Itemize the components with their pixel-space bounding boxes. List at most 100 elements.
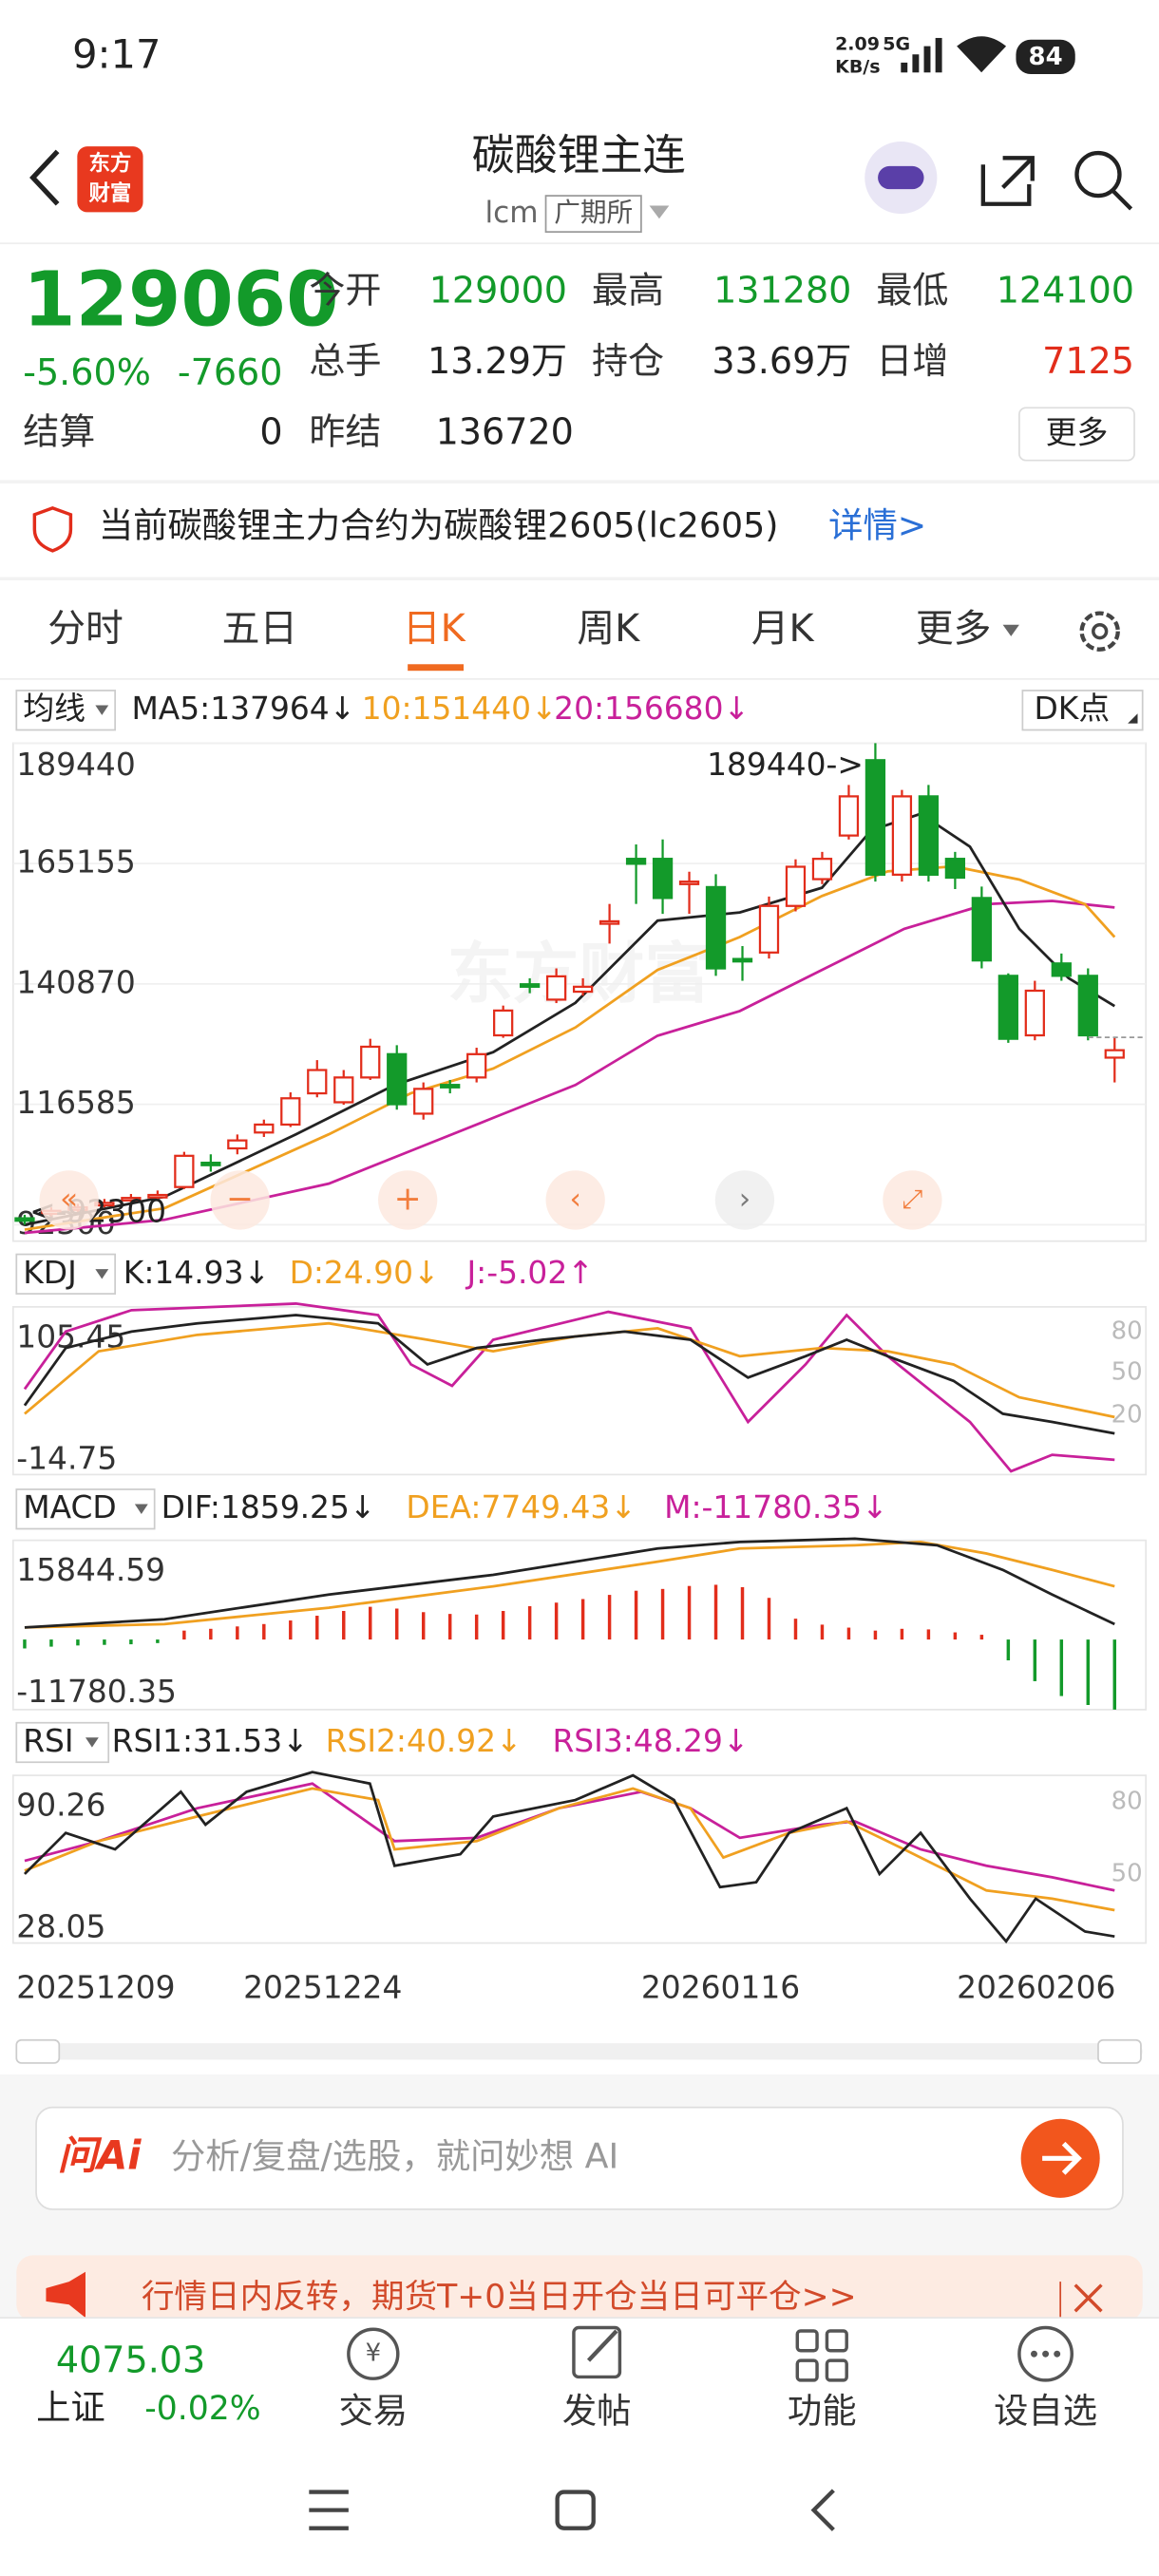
candle-body (1051, 962, 1072, 977)
notice-link[interactable]: 详情> (828, 505, 926, 546)
rsi2-line (24, 1787, 1115, 1912)
scroll-handle[interactable] (1097, 2038, 1142, 2064)
svg-text:⤢: ⤢ (902, 1183, 922, 1214)
back-nav-button[interactable] (810, 2489, 835, 2531)
settings-button[interactable] (1079, 611, 1120, 652)
svg-text:«: « (60, 1182, 78, 1216)
more-button[interactable] (1018, 407, 1135, 462)
home-button[interactable] (555, 2490, 596, 2530)
zoom-out-button[interactable] (210, 1170, 270, 1230)
change: -7660 (178, 351, 283, 393)
nav-label[interactable]: 功能 (788, 2391, 857, 2432)
high-note: 189440-> (707, 746, 864, 783)
dropdown-icon[interactable] (649, 205, 670, 219)
search-button[interactable] (1074, 150, 1122, 199)
post-icon (572, 2325, 622, 2379)
candle-body (200, 1162, 221, 1166)
bottom-nav (0, 2318, 1159, 2450)
field-label: 日增 (876, 340, 948, 382)
nav-label[interactable]: 发帖 (562, 2391, 632, 2432)
change-pct: -5.60% (23, 351, 151, 393)
candle-body (572, 985, 594, 994)
dea-legend: DEA:7749.43↓ (406, 1488, 636, 1525)
tab-underline (408, 664, 464, 672)
zoom-in-button[interactable] (378, 1170, 438, 1230)
ma10-legend: 10:151440↓ (362, 690, 558, 727)
tab[interactable]: 五日 (222, 607, 298, 651)
dk-button[interactable] (1021, 690, 1144, 731)
title: 碳酸锂主连 (472, 129, 686, 180)
banner[interactable] (16, 2255, 1143, 2321)
candle-body (918, 795, 940, 876)
tab[interactable]: 月K (751, 607, 815, 651)
field-value: 124100 (997, 270, 1134, 312)
ai-input[interactable] (35, 2106, 1124, 2210)
net-speed: 2.09 (835, 33, 880, 54)
close-button[interactable] (1074, 2283, 1103, 2313)
nav-label[interactable]: 交易 (338, 2391, 408, 2432)
candle-body (440, 1084, 461, 1089)
ma5-line (24, 812, 1115, 1226)
candle-body (254, 1123, 275, 1134)
share-button[interactable] (980, 156, 1035, 206)
field-value: 13.29万 (428, 340, 567, 382)
prev-button[interactable] (545, 1170, 605, 1230)
rewind-button[interactable] (39, 1170, 99, 1230)
dif-legend: DIF:1859.25↓ (162, 1488, 376, 1525)
scroll-handle[interactable] (15, 2038, 61, 2064)
candle-body (652, 858, 674, 900)
divider (0, 577, 1159, 581)
candle-body (705, 885, 727, 970)
svg-text:−: − (226, 1180, 254, 1218)
candle-body (466, 1052, 487, 1079)
battery (1016, 39, 1075, 75)
rsi-name: RSI (23, 1722, 73, 1759)
candle-body (493, 1009, 514, 1037)
dif-line (24, 1537, 1115, 1629)
field-value: 33.69万 (712, 340, 851, 382)
clock: 9:17 (72, 31, 161, 78)
fullscreen-button[interactable] (883, 1170, 942, 1230)
tab[interactable]: 更多 (916, 607, 992, 651)
nav-label[interactable]: 设自选 (994, 2391, 1097, 2432)
ma-button-label: 均线 (23, 690, 86, 727)
kdj-panel (11, 1306, 1148, 1476)
k-legend: K:14.93↓ (124, 1254, 270, 1291)
tab[interactable]: 分时 (48, 607, 124, 651)
y-tick-label: 165155 (16, 843, 135, 881)
level-label: 50 (1112, 1358, 1143, 1387)
candle-body (174, 1154, 195, 1188)
dk-label: DK点 (1034, 690, 1110, 727)
candle-body (280, 1097, 301, 1127)
chart-controls: « − + ‹ › ⤢ (39, 1170, 942, 1230)
logo-text: 财富 (88, 180, 131, 206)
menu-button[interactable] (309, 2490, 349, 2530)
field-value: 129000 (429, 270, 567, 312)
level-label: 50 (1112, 1859, 1143, 1887)
next-button[interactable] (714, 1170, 775, 1230)
index-value[interactable]: 4075.03 (56, 2339, 205, 2380)
back-button[interactable] (29, 149, 60, 206)
dea-line (24, 1540, 1115, 1629)
tab[interactable]: 周K (577, 607, 640, 651)
candle-body (625, 858, 647, 865)
indicator-button[interactable] (15, 1488, 156, 1530)
divider (0, 480, 1159, 483)
scrollbar[interactable] (16, 2043, 1143, 2060)
rsi1-legend: RSI1:31.53↓ (112, 1722, 309, 1759)
field-value: 7125 (1042, 340, 1134, 382)
dropdown-icon (95, 1269, 109, 1279)
arrow-icon (1042, 2141, 1082, 2175)
candle-body (413, 1088, 434, 1115)
system-nav (0, 2449, 1159, 2576)
banner-text: 行情日内反转，期货T+0当日开仓当日可平仓>> (142, 2278, 857, 2316)
candle-body (598, 919, 620, 925)
trade-icon-glyph: ¥ (366, 2339, 382, 2368)
rsi-bottom: 28.05 (16, 1908, 105, 1945)
wifi-icon (957, 36, 1007, 73)
date-label: 20251224 (243, 1969, 402, 2006)
candle-body (147, 1193, 168, 1199)
tab[interactable]: 日K (403, 607, 466, 651)
pen-icon (586, 2329, 618, 2362)
